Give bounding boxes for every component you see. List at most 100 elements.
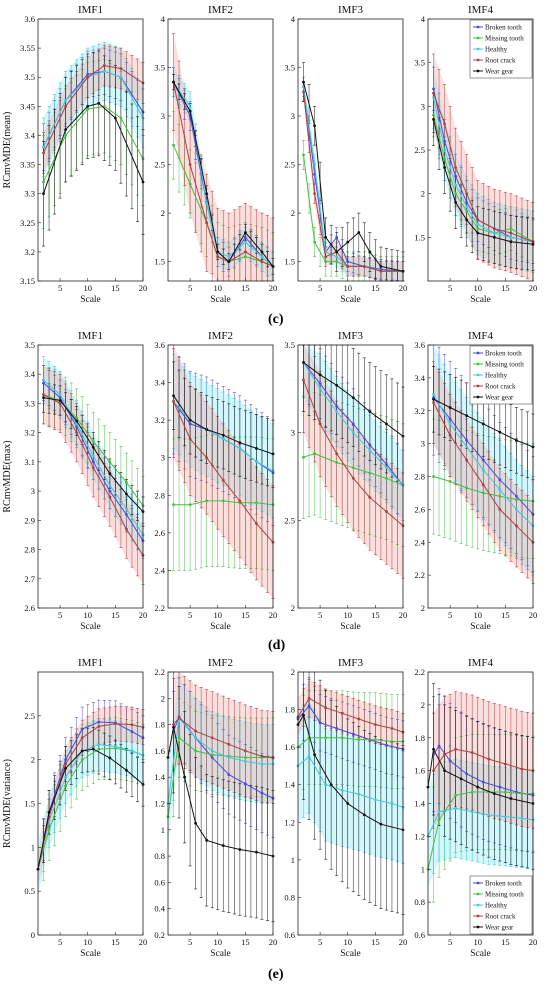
data-point-broken-r1-c2 — [335, 404, 339, 408]
y-tick-label-r1-c3: 3 — [421, 439, 425, 449]
series-line-wear-r0-c0 — [43, 102, 144, 194]
data-point-root-r2-c0 — [97, 724, 101, 728]
data-point-missing-r0-c0 — [119, 116, 123, 120]
data-point-root-r2-c0 — [113, 722, 117, 726]
x-tick-label-r1-c0: 20 — [139, 610, 148, 620]
data-point-wear-r0-c0 — [97, 102, 101, 105]
data-point-root-r1-c0 — [91, 466, 95, 470]
data-point-healthy-r1-c0 — [125, 507, 128, 511]
data-point-wear-r2-c2 — [302, 713, 305, 717]
data-point-wear-r1-c3 — [448, 406, 452, 409]
y-tick-label-r2-c2: 1.2 — [284, 817, 295, 827]
y-tick-label-r0-c3: 2 — [421, 189, 425, 199]
data-point-healthy-r2-c3 — [520, 816, 524, 820]
data-point-missing-r2-c1 — [194, 749, 198, 753]
y-tick-label-r1-c1: 2.8 — [154, 490, 165, 500]
data-point-healthy-r0-c3 — [509, 235, 513, 239]
data-point-broken-r2-c0 — [80, 727, 84, 731]
error-band-root-r0-c3 — [433, 53, 533, 281]
data-point-root-r0-c0 — [102, 64, 106, 67]
data-point-missing-r0-c3 — [509, 227, 513, 231]
x-axis-label-r2-c2: Scale — [340, 949, 361, 959]
data-point-missing-r1-c2 — [368, 471, 372, 475]
x-axis-label-r2-c0: Scale — [80, 949, 101, 959]
data-point-broken-r1-c0 — [125, 513, 128, 516]
legend-label-broken-row-0: Broken tooth — [485, 24, 522, 32]
data-point-wear-r2-c2 — [313, 753, 316, 757]
data-point-broken-r1-c3 — [498, 478, 502, 482]
data-point-root-r2-c2 — [357, 717, 361, 721]
data-point-wear-r1-c1 — [238, 441, 242, 445]
data-point-wear-r2-c0 — [125, 768, 128, 772]
data-point-root-r2-c2 — [390, 726, 394, 730]
data-point-missing-r1-c3 — [498, 494, 502, 498]
data-point-root-r1-c3 — [432, 401, 435, 404]
data-point-root-r1-c2 — [335, 452, 339, 456]
error-band-root-r2-c2 — [298, 679, 403, 751]
data-point-missing-r0-c1 — [243, 255, 247, 259]
x-tick-label-r0-c1: 10 — [213, 283, 222, 293]
chart-title-r2-c3: IMF4 — [468, 657, 494, 669]
data-point-root-r0-c2 — [313, 192, 316, 196]
data-point-broken-r2-c2 — [307, 704, 311, 708]
data-point-wear-r0-c3 — [465, 218, 469, 222]
legend-marker-wear-row-2 — [476, 925, 480, 929]
y-tick-label-r2-c1: 1.4 — [154, 772, 165, 782]
x-tick-label-r0-c3: 15 — [501, 283, 510, 293]
data-point-root-r2-c1 — [210, 736, 214, 740]
y-tick-label-r2-c1: 1.8 — [154, 720, 165, 730]
data-point-root-r2-c3 — [503, 762, 507, 766]
y-tick-label-r2-c1: 2.2 — [154, 667, 165, 677]
data-point-wear-r1-c0 — [91, 445, 95, 449]
y-tick-label-r1-c1: 2.4 — [154, 565, 165, 575]
series-line-wear-r0-c3 — [433, 119, 534, 245]
data-point-broken-r2-c3 — [437, 744, 441, 748]
data-point-missing-r1-c3 — [432, 475, 435, 478]
x-tick-label-r1-c3: 5 — [448, 610, 452, 620]
chart-title-r0-c2: IMF3 — [338, 4, 364, 16]
plot-frame-r1-c1 — [167, 344, 274, 609]
data-point-root-r0-c0 — [119, 67, 123, 70]
y-tick-label-r2-c2: 2 — [291, 667, 295, 677]
data-point-healthy-r2-c1 — [243, 760, 247, 763]
plot-frame-r0-c2 — [297, 18, 404, 282]
x-axis-label-r0-c2: Scale — [340, 295, 361, 305]
data-point-root-r1-c3 — [481, 483, 485, 487]
data-point-wear-r1-c2 — [302, 361, 305, 364]
y-tick-label-r2-c3: 1.4 — [414, 799, 425, 809]
data-point-wear-r1-c1 — [188, 418, 192, 422]
data-point-root-r0-c2 — [346, 265, 350, 268]
series-line-healthy-r2-c3 — [427, 807, 534, 837]
y-tick-label-r1-c3: 2.2 — [414, 570, 425, 580]
x-tick-label-r0-c1: 20 — [269, 283, 278, 293]
data-point-missing-r0-c0 — [42, 180, 45, 184]
data-point-healthy-r0-c0 — [119, 75, 123, 79]
y-tick-label-r0-c2: 4 — [291, 14, 296, 24]
x-tick-label-r2-c2: 5 — [318, 937, 322, 947]
data-point-broken-r1-c0 — [42, 381, 45, 385]
data-point-healthy-r1-c0 — [42, 378, 45, 382]
data-point-root-r2-c3 — [470, 751, 474, 754]
series-line-root-r2-c2 — [297, 697, 404, 733]
legend-marker-missing-row-0 — [476, 36, 480, 40]
y-tick-label-r1-c0: 3.4 — [24, 369, 35, 379]
data-point-wear-r2-c1 — [194, 821, 198, 825]
data-point-root-r0-c1 — [216, 255, 220, 259]
y-tick-label-r0-c2: 1.5 — [284, 257, 295, 267]
data-point-broken-r0-c2 — [379, 267, 383, 271]
data-point-broken-r2-c1 — [260, 791, 264, 795]
x-tick-label-r0-c0: 10 — [83, 283, 92, 293]
chart-title-r2-c2: IMF3 — [338, 657, 364, 669]
data-point-root-r1-c2 — [302, 378, 305, 382]
data-point-healthy-r0-c3 — [454, 183, 458, 187]
x-tick-label-r0-c2: 5 — [318, 283, 322, 293]
data-point-broken-r1-c3 — [515, 494, 518, 498]
data-point-broken-r2-c2 — [335, 726, 339, 730]
data-point-broken-r0-c2 — [335, 235, 339, 239]
data-point-broken-r0-c3 — [465, 201, 469, 204]
data-point-broken-r0-c3 — [443, 139, 446, 143]
data-point-missing-r0-c0 — [64, 134, 68, 137]
y-tick-label-r1-c1: 2.6 — [154, 528, 165, 538]
